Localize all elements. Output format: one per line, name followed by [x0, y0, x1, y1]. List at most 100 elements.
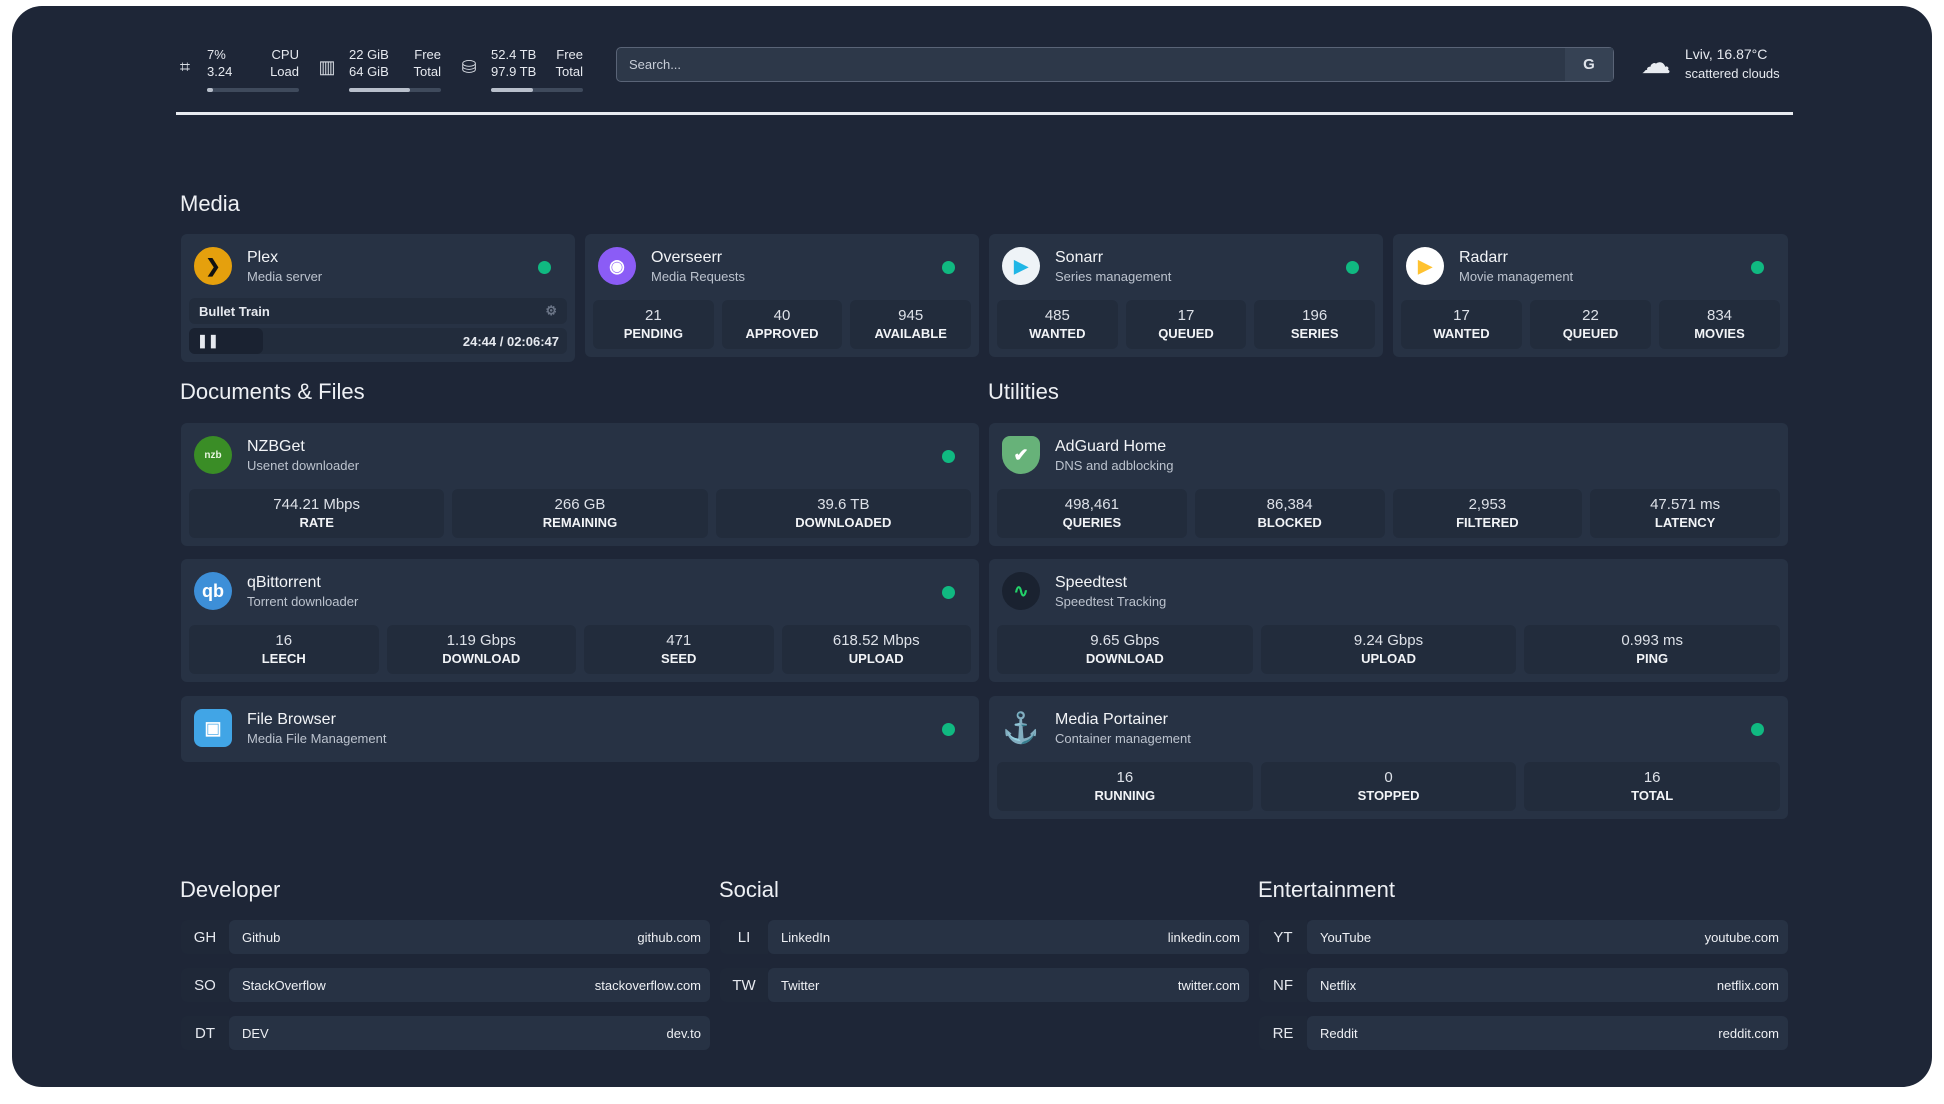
- service-subtitle: Speedtest Tracking: [1055, 594, 1167, 609]
- section-heading-media: Media: [180, 191, 240, 216]
- bookmark-url: twitter.com: [1177, 977, 1240, 993]
- status-indicator: [1751, 261, 1764, 274]
- free-label: Free: [556, 47, 583, 62]
- playback-time: 24:44 / 02:06:47: [462, 333, 559, 349]
- nzbget-icon: nzb: [194, 436, 232, 474]
- top-bar: ⌗ 7% 3.24 CPU Load ▥ 22 GiB 64 GiB Free Tota…: [173, 42, 1785, 92]
- google-search-button[interactable]: G: [1565, 48, 1613, 81]
- qbittorrent-icon: qb: [194, 572, 232, 610]
- stat-label: RUNNING: [1094, 788, 1156, 803]
- stat-value: 39.6 TB: [817, 496, 870, 513]
- service-title: Media Portainer: [1055, 711, 1168, 728]
- stat-value: 618.52 Mbps: [832, 632, 920, 649]
- stat-block: 196 SERIES: [1254, 300, 1376, 349]
- stat-label: UPLOAD: [848, 651, 904, 666]
- status-indicator: [942, 450, 955, 463]
- bookmark-abbr: RE: [1259, 1016, 1307, 1050]
- service-subtitle: Media File Management: [247, 731, 387, 746]
- service-subtitle: Torrent downloader: [247, 594, 359, 609]
- stat-value: 16: [275, 632, 293, 649]
- stat-value: 2,953: [1468, 496, 1507, 513]
- file-browser-icon: ▣: [194, 709, 232, 747]
- stat-label: WANTED: [1029, 326, 1086, 341]
- settings-icon[interactable]: ⚙: [545, 303, 557, 318]
- service-card-speedtest[interactable]: ∿ Speedtest Speedtest Tracking 9.65 Gbps…: [989, 559, 1788, 682]
- portainer-icon: ⚓: [1002, 711, 1040, 745]
- service-title: Sonarr: [1055, 249, 1104, 266]
- bookmark-url: netflix.com: [1716, 977, 1779, 993]
- bookmark-linkedin[interactable]: LI LinkedIn linkedin.com: [720, 920, 1249, 954]
- now-playing: Bullet Train ⚙: [189, 298, 567, 324]
- weather-widget: ☁ Lviv, 16.87°C scattered clouds: [1641, 44, 1780, 84]
- sonarr-icon: ▶: [1002, 247, 1040, 285]
- service-card-radarr[interactable]: ▶ Radarr Movie management 17 WANTED 22 QUEU…: [1393, 234, 1788, 357]
- stat-value: 9.24 Gbps: [1353, 632, 1424, 649]
- service-card-portainer[interactable]: ⚓ Media Portainer Container management 1…: [989, 696, 1788, 819]
- status-indicator: [942, 586, 955, 599]
- free-label: Free: [414, 47, 441, 62]
- bookmark-dev[interactable]: DT DEV dev.to: [181, 1016, 710, 1050]
- service-subtitle: Container management: [1055, 731, 1191, 746]
- bookmark-abbr: GH: [181, 920, 229, 954]
- stat-value: 47.571 ms: [1650, 496, 1721, 513]
- service-title: Speedtest: [1055, 574, 1128, 591]
- bookmark-name: YouTube: [1320, 929, 1372, 945]
- stat-label: TOTAL: [1631, 788, 1674, 803]
- bookmark-name: LinkedIn: [781, 929, 831, 945]
- bookmark-url: youtube.com: [1704, 929, 1779, 945]
- service-card-adguard[interactable]: ✔ AdGuard Home DNS and adblocking 498,46…: [989, 423, 1788, 546]
- stat-value: 0.993 ms: [1621, 632, 1684, 649]
- service-title: qBittorrent: [247, 574, 321, 591]
- bookmark-stackoverflow[interactable]: SO StackOverflow stackoverflow.com: [181, 968, 710, 1002]
- stat-value: 945: [898, 307, 924, 324]
- service-subtitle: Media Requests: [651, 269, 745, 284]
- stat-label: PING: [1636, 651, 1669, 666]
- service-subtitle: Usenet downloader: [247, 458, 360, 473]
- bookmark-url: dev.to: [666, 1025, 701, 1041]
- stat-block: 16 RUNNING: [997, 762, 1253, 811]
- bookmark-netflix[interactable]: NF Netflix netflix.com: [1259, 968, 1788, 1002]
- search-input[interactable]: [617, 48, 1565, 81]
- stat-block: 0.993 ms PING: [1524, 625, 1781, 674]
- stat-label: REMAINING: [542, 515, 618, 530]
- service-card-nzbget[interactable]: nzb NZBGet Usenet downloader 744.21 Mbps…: [181, 423, 979, 546]
- search-bar: G: [616, 47, 1614, 82]
- bookmark-reddit[interactable]: RE Reddit reddit.com: [1259, 1016, 1788, 1050]
- bookmark-youtube[interactable]: YT YouTube youtube.com: [1259, 920, 1788, 954]
- bookmark-abbr: DT: [181, 1016, 229, 1050]
- playback-bar[interactable]: ❚❚ 24:44 / 02:06:47: [189, 328, 567, 354]
- stat-label: QUERIES: [1062, 515, 1122, 530]
- service-title: Plex: [247, 249, 279, 266]
- service-card-qbittorrent[interactable]: qb qBittorrent Torrent downloader 16 LEEC…: [181, 559, 979, 682]
- stat-block: 744.21 Mbps RATE: [189, 489, 445, 538]
- bookmark-url: reddit.com: [1718, 1025, 1779, 1041]
- stat-block: 39.6 TB DOWNLOADED: [715, 489, 971, 538]
- disk-total: 97.9 TB: [491, 64, 537, 79]
- memory-bar: [349, 88, 441, 92]
- bookmark-abbr: NF: [1259, 968, 1307, 1002]
- stat-block: 47.571 ms LATENCY: [1590, 489, 1780, 538]
- service-card-plex[interactable]: ❯ Plex Media server Bullet Train ⚙ ❚❚ 24:4…: [181, 234, 575, 362]
- stat-label: QUEUED: [1158, 326, 1214, 341]
- stat-label: UPLOAD: [1361, 651, 1416, 666]
- divider: [176, 112, 1793, 115]
- stat-block: 9.24 Gbps UPLOAD: [1260, 625, 1517, 674]
- stat-value: 16: [1643, 769, 1661, 786]
- disk-icon: ⛁: [461, 56, 477, 77]
- section-heading-entertainment: Entertainment: [1258, 877, 1395, 902]
- stat-block: 16 TOTAL: [1524, 762, 1781, 811]
- service-title: Overseerr: [651, 249, 723, 266]
- bookmark-twitter[interactable]: TW Twitter twitter.com: [720, 968, 1249, 1002]
- memory-total: 64 GiB: [349, 64, 389, 79]
- stat-label: DOWNLOADED: [795, 515, 892, 530]
- bookmark-github[interactable]: GH Github github.com: [181, 920, 710, 954]
- pause-icon[interactable]: ❚❚: [197, 333, 219, 348]
- service-card-overseerr[interactable]: ◉ Overseerr Media Requests 21 PENDING 40 AP…: [585, 234, 979, 357]
- playback-progress: [189, 328, 263, 354]
- memory-icon: ▥: [318, 56, 336, 77]
- stat-value: 86,384: [1266, 496, 1313, 513]
- service-title: File Browser: [247, 711, 336, 728]
- stat-block: 834 MOVIES: [1659, 300, 1780, 349]
- service-card-sonarr[interactable]: ▶ Sonarr Series management 485 WANTED 17 QU…: [989, 234, 1383, 357]
- service-card-filebrowser[interactable]: ▣ File Browser Media File Management: [181, 696, 979, 762]
